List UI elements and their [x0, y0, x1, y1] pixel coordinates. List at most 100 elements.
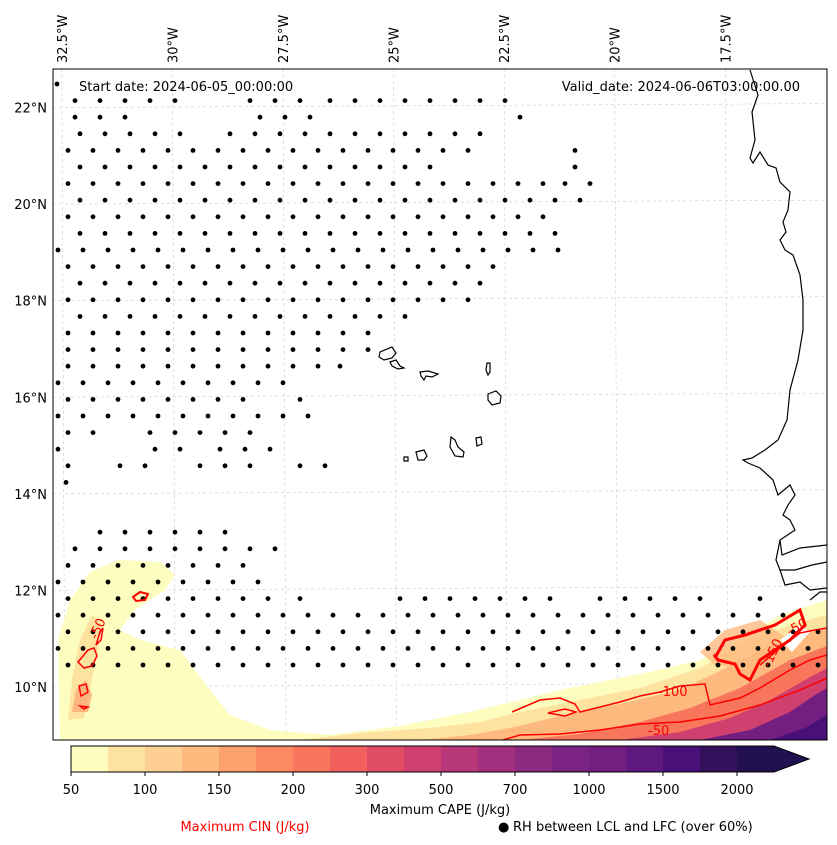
rh-dot	[365, 214, 371, 220]
rh-dot	[455, 247, 461, 253]
colorbar-segment	[256, 746, 294, 772]
rh-dot	[105, 380, 111, 386]
rh-dot	[805, 646, 811, 651]
lon-tick-label: 22.5°W	[498, 15, 513, 63]
rh-dot	[155, 413, 161, 419]
rh-dot	[352, 280, 358, 286]
rh-dot	[390, 264, 396, 269]
rh-dot	[780, 612, 786, 618]
colorbar-segment	[441, 746, 479, 772]
island-sal	[485, 362, 491, 377]
rh-dot	[240, 629, 246, 635]
rh-dot	[330, 247, 336, 253]
map-frame	[52, 68, 828, 741]
rh-dot	[65, 181, 71, 187]
rh-dot	[480, 612, 486, 618]
rh-dot	[142, 463, 148, 469]
rh-dot	[452, 231, 458, 236]
rh-dot	[115, 363, 121, 369]
rh-dot	[380, 612, 386, 618]
rh-dot	[105, 612, 111, 618]
rh-dot	[265, 596, 271, 601]
rh-dot	[240, 397, 246, 402]
lat-tick-label: 22°N	[14, 102, 47, 117]
rh-dot	[122, 529, 128, 535]
rh-dot	[72, 98, 78, 103]
rh-dot	[222, 529, 228, 535]
lon-tick-label: 27.5°W	[277, 15, 292, 63]
rh-dot	[277, 280, 283, 286]
cape-region-south-extreme	[770, 715, 827, 740]
rh-dot	[190, 397, 196, 402]
rh-dot	[522, 596, 528, 601]
rh-dot	[697, 596, 703, 601]
rh-dot	[230, 646, 236, 651]
rh-dot	[465, 297, 471, 303]
cape-colorbar	[70, 745, 811, 773]
rh-dot	[505, 612, 511, 618]
lon-gridline	[614, 69, 619, 740]
rh-dot	[97, 98, 103, 103]
rh-dot	[247, 98, 253, 103]
rh-dot	[240, 214, 246, 220]
rh-dot	[365, 629, 371, 635]
rh-dot	[115, 347, 121, 352]
rh-dot	[680, 646, 686, 651]
rh-dot	[302, 164, 308, 170]
cin-label-south-50: -50	[648, 724, 669, 739]
rh-dot	[147, 430, 153, 435]
rh-dot	[215, 662, 221, 668]
rh-dot	[465, 264, 471, 269]
rh-dot	[282, 114, 288, 120]
rh-dot	[640, 629, 646, 635]
rh-dot	[115, 662, 121, 668]
rh-dot	[165, 347, 171, 352]
rh-dot	[65, 662, 71, 668]
rh-dot	[490, 181, 496, 187]
africa-coastline	[741, 69, 827, 601]
rh-dot	[140, 297, 146, 303]
rh-dot	[527, 231, 533, 236]
rh-dot	[402, 314, 408, 319]
rh-dot	[190, 148, 196, 153]
rh-dot	[80, 247, 86, 253]
rh-dot	[97, 529, 103, 535]
rh-dot	[405, 646, 411, 651]
rh-dot	[452, 280, 458, 286]
island-sao-vicente	[389, 359, 406, 370]
rh-dot	[705, 646, 711, 651]
rh-dot	[422, 596, 428, 601]
rh-dot	[180, 612, 186, 618]
rh-dot	[202, 197, 208, 203]
rh-dot	[540, 181, 546, 187]
rh-dot	[227, 164, 233, 170]
rh-dot	[130, 247, 136, 253]
cin-label-south-100: -100	[658, 685, 688, 700]
rh-dot	[130, 413, 136, 419]
rh-dot	[127, 314, 133, 319]
rh-dot	[77, 164, 83, 170]
rh-dot	[222, 546, 228, 552]
rh-dot	[402, 197, 408, 203]
rh-dot	[222, 430, 228, 435]
rh-dot	[65, 596, 71, 601]
rh-dot	[165, 596, 171, 601]
rh-dot	[730, 646, 736, 651]
rh-dot	[490, 214, 496, 220]
rh-dot	[352, 314, 358, 319]
rh-dot	[465, 629, 471, 635]
rh-dot	[315, 330, 321, 336]
rh-dot	[290, 148, 296, 153]
rh-dot	[55, 646, 61, 651]
rh-dot	[140, 347, 146, 352]
rh-dot	[290, 181, 296, 187]
rh-dot	[80, 413, 86, 419]
rh-dot	[377, 314, 383, 319]
rh-dot	[97, 546, 103, 552]
rh-dot	[415, 629, 421, 635]
rh-dot	[65, 148, 71, 153]
rh-dot	[355, 247, 361, 253]
rh-dot	[365, 330, 371, 336]
rh-dot	[155, 247, 161, 253]
